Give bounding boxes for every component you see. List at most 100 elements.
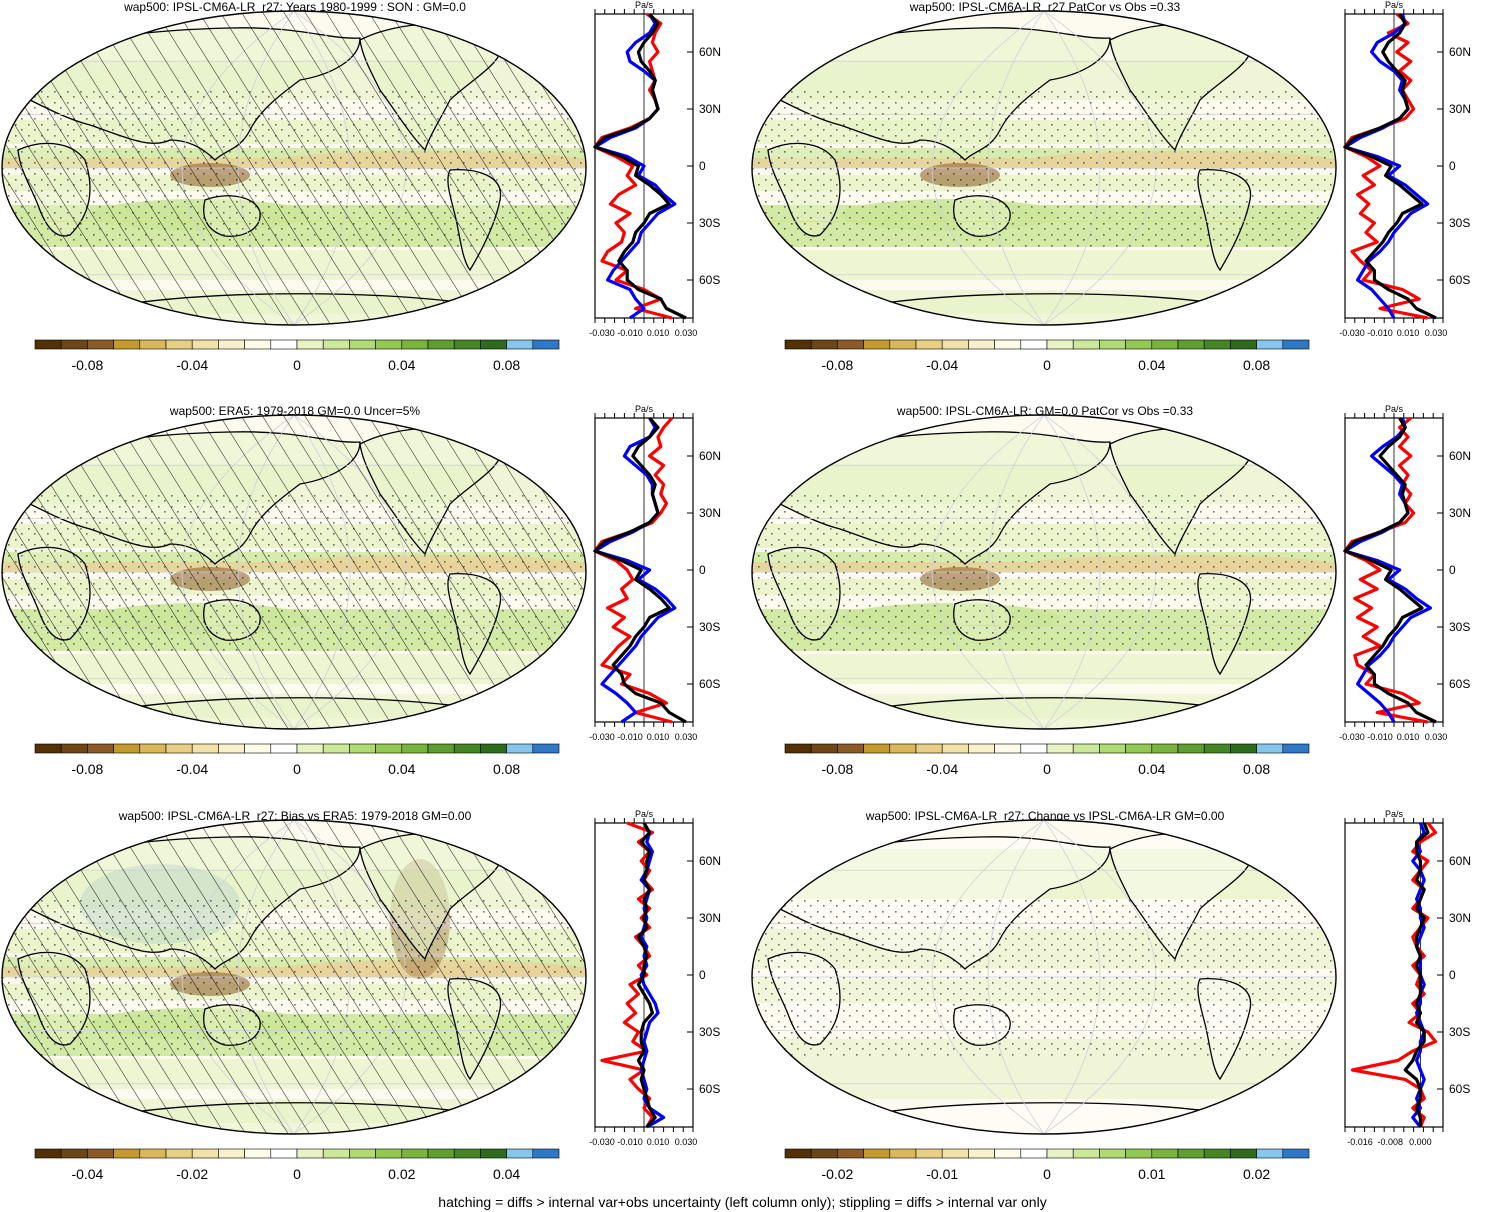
colorbar-swatch [1072,339,1100,350]
colorbar-swatch [1125,743,1153,754]
zonal-profile: Pa/s -0.030 -0.010 0.010 0.030 60N 30N 0 30S 60S [1339,0,1471,338]
colorbar-tick-label: 0.08 [493,357,520,373]
profile-x-tick-label: -0.008 [1377,1137,1403,1147]
colorbar-swatch [1046,339,1074,350]
colorbar-swatch [837,743,864,754]
colorbar-swatch [453,1148,481,1159]
colorbar: -0.08 -0.04 0 0.04 0.08 [34,339,560,373]
colorbar-swatch [1099,1148,1126,1159]
panel-figure: -0.08 -0.04 0 0.04 0.08 Pa/s -0.030 -0.010 0.010… [1,404,721,777]
map-field [2,11,586,325]
colorbar-swatch [1072,1148,1100,1159]
map-border [751,819,1337,1135]
profile-series-line [1343,13,1430,319]
colorbar-swatch [113,339,141,350]
profile-x-tick-label: -0.010 [1367,328,1393,338]
profile-x-tick-label: 0.030 [1425,328,1448,338]
colorbar-swatch [349,1148,376,1159]
profile-series-line [593,12,687,320]
profile-x-tick-label: -0.010 [617,732,643,742]
colorbar-swatch [532,339,560,350]
colorbar-swatch [139,339,167,350]
colorbar-swatch [270,743,298,754]
colorbar-swatch [1099,339,1126,350]
colorbar-swatch [1230,743,1257,754]
colorbar-swatch [1020,1148,1048,1159]
colorbar-swatch [296,339,324,350]
colorbar-tick-label: 0 [1043,357,1051,373]
profile-series-line [1343,417,1433,723]
field-band [752,654,1336,684]
panel-title: wap500: IPSL-CM6A-LR_r27: Change vs IPSL… [865,809,1225,823]
colorbar-swatch [968,339,995,350]
profile-frame [1344,822,1444,1128]
colorbar-tick-label: -0.02 [821,1166,853,1182]
map-field [2,820,586,1134]
colorbar-swatch [87,743,114,754]
stippling-overlay [752,494,1336,654]
colorbar-tick-label: 0.02 [388,1166,415,1182]
profile-x-tick-label: -0.030 [1339,732,1365,742]
profile-lat-label: 0 [1449,968,1456,982]
colorbar-tick-label: 0.08 [1243,761,1270,777]
colorbar-swatch [453,743,481,754]
panel-4: wap500: IPSL-CM6A-LR_r27: Bias vs ERA5: … [0,809,740,1209]
colorbar-swatch [427,1148,455,1159]
colorbar-swatch [810,743,838,754]
colorbar-swatch [784,339,812,350]
panel-title: wap500: ERA5: 1979-2018 GM=0.0 Uncer=5% [169,404,421,418]
profile-lat-label: 60S [1449,1082,1470,1096]
stippling-overlay [2,90,586,250]
colorbar: -0.08 -0.04 0 0.04 0.08 [784,339,1310,373]
colorbar-swatch [401,743,429,754]
colorbar-swatch [87,339,114,350]
colorbar: -0.04 -0.02 0 0.02 0.04 [34,1148,560,1182]
colorbar-tick-label: -0.04 [176,357,208,373]
colorbar-swatch [1203,743,1231,754]
colorbar-tick-label: -0.04 [926,761,958,777]
panel-figure: -0.04 -0.02 0 0.02 0.04 Pa/s -0.030 -0.010 0.010… [1,809,721,1182]
colorbar-swatch [191,339,219,350]
colorbar-swatch [401,339,429,350]
colorbar-swatch [810,339,838,350]
profile-lat-label: 60N [1449,45,1471,59]
colorbar-swatch [322,1148,350,1159]
colorbar-swatch [244,339,272,350]
profile-lat-label: 0 [1449,563,1456,577]
colorbar-swatch [218,743,245,754]
colorbar-swatch [244,1148,272,1159]
panel-figure: -0.08 -0.04 0 0.04 0.08 Pa/s -0.030 -0.010 0.010… [1,0,721,373]
colorbar-tick-label: 0 [293,357,301,373]
colorbar-swatch [244,743,272,754]
colorbar-tick-label: 0.08 [1243,357,1270,373]
profile-x-tick-label: 0.000 [1409,1137,1432,1147]
colorbar-swatch [480,339,507,350]
colorbar-swatch [994,1148,1022,1159]
profile-series-line [593,416,687,724]
colorbar-swatch [60,339,88,350]
profile-lat-label: 30S [699,1025,720,1039]
profile-x-tick-label: -0.010 [617,1137,643,1147]
colorbar-swatch [270,1148,298,1159]
profile-series-line [593,13,677,320]
profile-series-line [1343,417,1437,724]
panel-5: wap500: IPSL-CM6A-LR_r27: Change vs IPSL… [750,809,1485,1209]
colorbar-swatch [915,743,943,754]
map-field [752,11,1336,325]
colorbar-swatch [889,743,917,754]
colorbar-swatch [532,743,560,754]
profile-x-tick-label: 0.030 [675,328,698,338]
colorbar-swatch [139,743,167,754]
colorbar-swatch [1282,339,1310,350]
profile-unit-label: Pa/s [1385,404,1404,414]
colorbar-swatch [1203,339,1231,350]
colorbar-swatch [165,1148,193,1159]
colorbar-swatch [375,339,403,350]
colorbar-swatch [375,743,403,754]
profile-unit-label: Pa/s [635,809,654,819]
colorbar-swatch [1072,743,1100,754]
colorbar-swatch [60,743,88,754]
profile-x-tick-label: -0.030 [589,732,615,742]
colorbar-swatch [1151,339,1179,350]
colorbar-swatch [1230,1148,1257,1159]
